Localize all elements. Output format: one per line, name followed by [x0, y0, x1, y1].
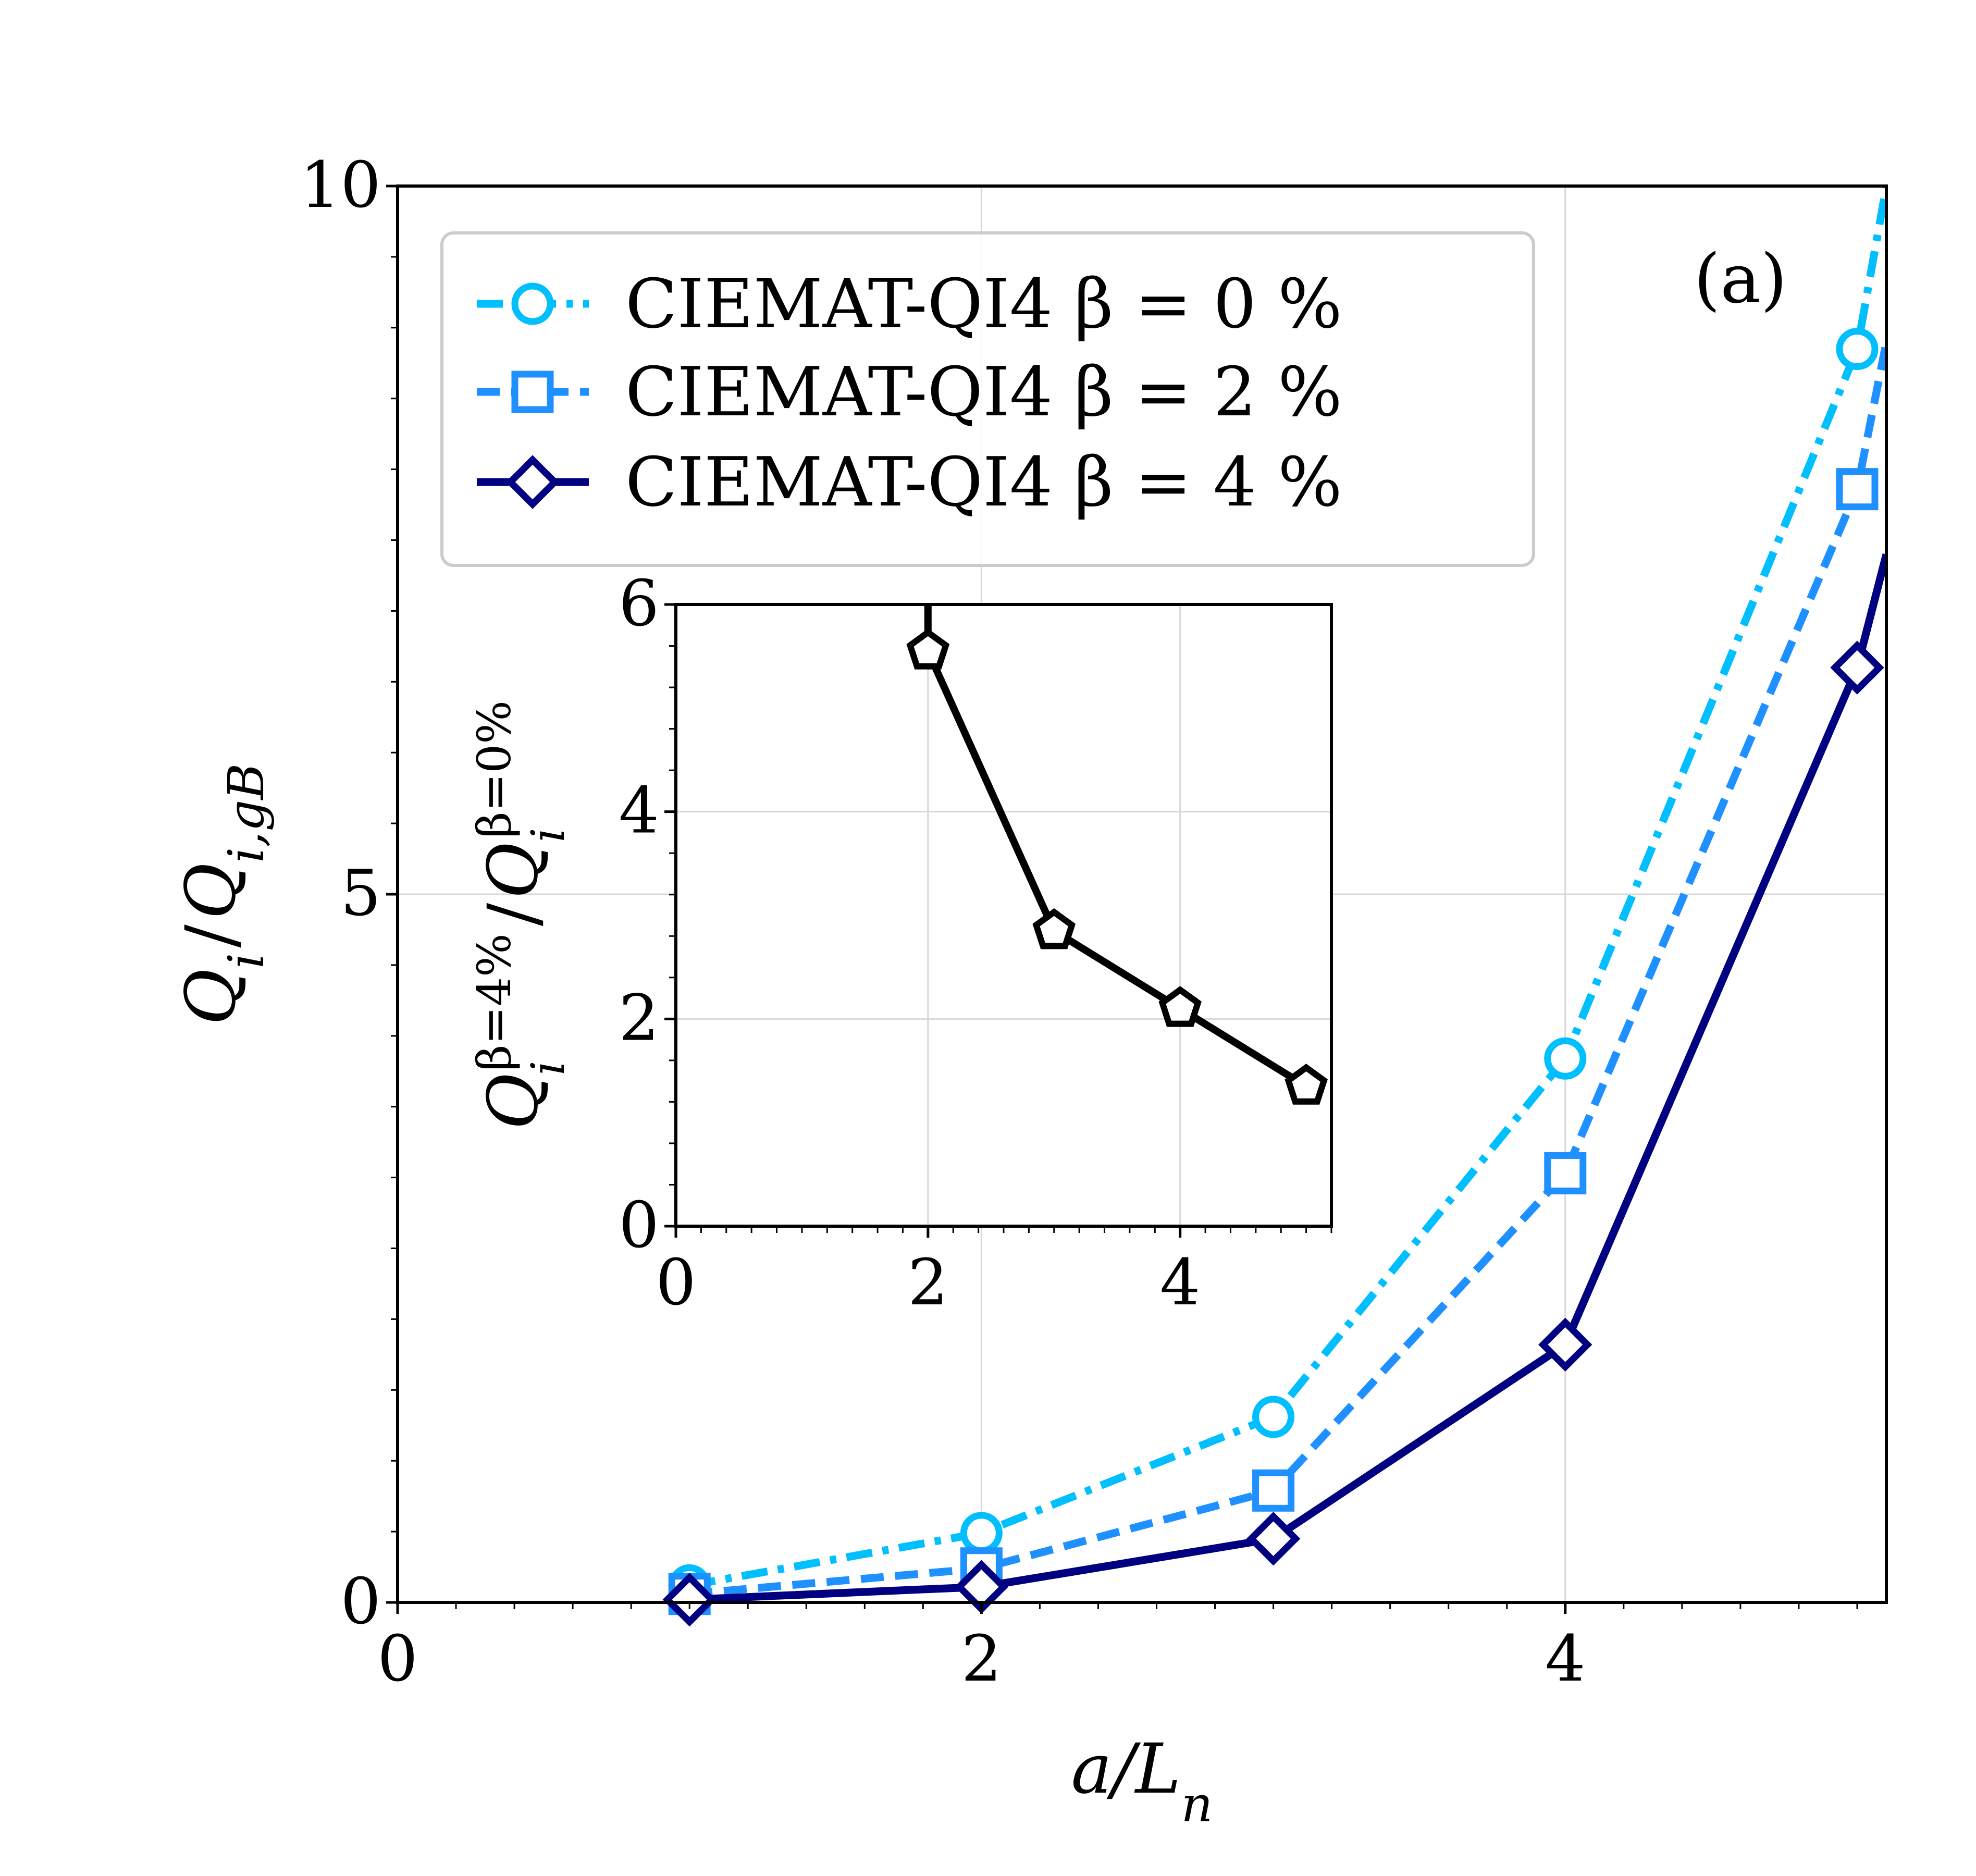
y-tick-label: 10 — [300, 148, 381, 222]
main-y-axis-title: Qi/Qi,gB — [171, 763, 275, 1026]
data-point-diamond — [1538, 1317, 1592, 1372]
legend-marker-circle — [511, 282, 554, 325]
x-tick-label: 2 — [908, 1245, 948, 1319]
main-x-axis-title: a/Ln — [1071, 1729, 1213, 1833]
legend-marker-diamond — [505, 455, 560, 509]
legend-entry: CIEMAT-QI4 β = 4 % — [477, 442, 1342, 522]
legend-label: CIEMAT-QI4 β = 4 % — [625, 442, 1342, 522]
inset-ticks: 0 2 4 0 2 4 6 — [619, 566, 1332, 1319]
data-point-pentagon — [906, 628, 950, 670]
x-tick-label: 4 — [1160, 1245, 1201, 1319]
legend-entry: CIEMAT-QI4 β = 0 % — [477, 264, 1342, 343]
legend-box — [440, 231, 1535, 567]
panel-label: (a) — [1694, 239, 1787, 318]
data-point-circle — [1836, 328, 1879, 371]
legend-label: CIEMAT-QI4 β = 0 % — [625, 264, 1342, 343]
x-tick-label: 0 — [656, 1245, 696, 1319]
data-point-diamond — [1830, 640, 1884, 695]
data-point-pentagon — [1285, 1064, 1328, 1105]
inset-series-layer — [906, 604, 1328, 1105]
y-tick-label: 0 — [619, 1188, 659, 1262]
y-tick-label: 6 — [619, 566, 659, 640]
legend-marker-square — [511, 371, 554, 413]
inset-background — [676, 604, 1331, 1226]
legend-entry: CIEMAT-QI4 β = 2 % — [477, 352, 1342, 431]
data-point-diamond — [1246, 1511, 1301, 1566]
main-series-layer — [662, 185, 1886, 1627]
y-tick-label: 2 — [619, 981, 659, 1055]
x-tick-label: 4 — [1545, 1622, 1586, 1696]
y-tick-label: 0 — [340, 1564, 381, 1638]
data-point-square — [1544, 1152, 1587, 1194]
data-point-diamond — [662, 1572, 717, 1627]
x-tick-label: 0 — [377, 1622, 418, 1696]
y-tick-label: 4 — [619, 774, 659, 848]
legend-label: CIEMAT-QI4 β = 2 % — [625, 352, 1342, 431]
main-ticks: 0 2 4 0 5 10 — [300, 148, 1858, 1696]
y-tick-label: 5 — [340, 856, 381, 930]
x-tick-label: 2 — [961, 1622, 1002, 1696]
series-line-0 — [688, 185, 1886, 1589]
data-point-pentagon — [1032, 908, 1076, 949]
inset-y-axis-title: Qiβ=4%/Qiβ=0% — [467, 700, 575, 1130]
data-point-circle — [960, 1512, 1003, 1554]
data-point-pentagon — [1158, 986, 1202, 1027]
data-point-circle — [1544, 1037, 1587, 1080]
data-point-square — [1836, 468, 1879, 511]
data-point-square — [1252, 1469, 1295, 1512]
legend: CIEMAT-QI4 β = 0 % CIEMAT-QI4 β = 2 % CIEM… — [440, 231, 1535, 567]
series-line-1 — [689, 341, 1886, 1598]
data-point-circle — [1252, 1396, 1295, 1438]
